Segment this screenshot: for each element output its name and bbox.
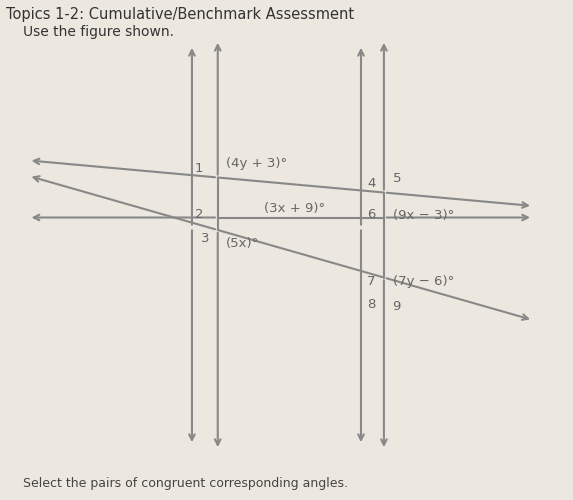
Text: 1: 1: [195, 162, 203, 175]
Text: 5: 5: [393, 172, 401, 185]
Text: 6: 6: [367, 208, 375, 222]
Text: (5x)°: (5x)°: [226, 238, 260, 250]
Text: 7: 7: [367, 275, 375, 288]
Text: Use the figure shown.: Use the figure shown.: [23, 25, 174, 39]
Text: 9: 9: [393, 300, 401, 313]
Text: 4: 4: [367, 177, 375, 190]
Text: (4y + 3)°: (4y + 3)°: [226, 157, 288, 170]
Text: 8: 8: [367, 298, 375, 310]
Text: 3: 3: [201, 232, 209, 245]
Text: (9x − 3)°: (9x − 3)°: [393, 208, 454, 222]
Text: (7y − 6)°: (7y − 6)°: [393, 275, 454, 288]
Text: Topics 1-2: Cumulative/Benchmark Assessment: Topics 1-2: Cumulative/Benchmark Assessm…: [6, 8, 354, 22]
Text: (3x + 9)°: (3x + 9)°: [264, 202, 325, 215]
Text: 2: 2: [195, 208, 203, 222]
Text: Select the pairs of congruent corresponding angles.: Select the pairs of congruent correspond…: [23, 477, 348, 490]
